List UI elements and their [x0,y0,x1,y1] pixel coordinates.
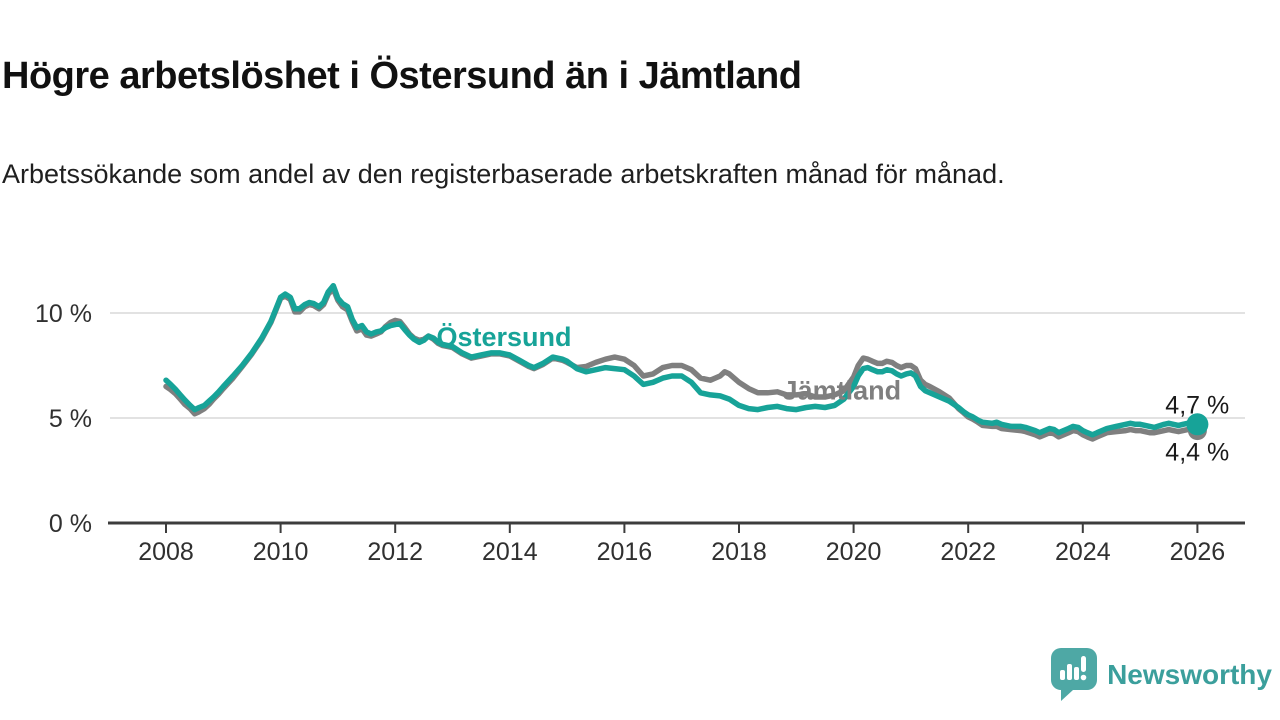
line-jämtland [163,286,1201,442]
x-tick-label: 2014 [482,538,538,566]
ostersund-value-label: 4,7 % [1165,391,1229,419]
ostersund-series-label: Östersund [436,322,571,352]
x-tick-label: 2020 [826,538,882,566]
chart-subtitle: Arbetssökande som andel av den registerb… [2,159,1005,189]
y-tick-label: 0 % [49,510,92,538]
x-tick-label: 2008 [138,538,194,566]
chart-title: Högre arbetslöshet i Östersund än i Jämt… [2,55,802,98]
newsworthy-branding: Newsworthy [1051,648,1272,702]
x-tick-label: 2022 [940,538,996,566]
brand-name: Newsworthy [1107,659,1272,690]
y-tick-label: 10 % [35,300,92,328]
x-tick-label: 2016 [597,538,653,566]
x-tick-label: 2018 [711,538,767,566]
logo-bar-1 [1060,670,1066,680]
logo-bar-2 [1067,664,1073,680]
x-tick-label: 2026 [1170,538,1226,566]
x-tick-label: 2010 [253,538,309,566]
newsworthy-logo-icon [1051,648,1098,701]
jamtland-value-label: 4,4 % [1165,439,1229,467]
logo-exclamation-bar [1081,656,1087,672]
end-dot-östersund [1186,413,1209,436]
line-östersund [163,282,1201,438]
y-tick-label: 5 % [49,405,92,433]
jamtland-series-label: Jämtland [783,375,902,405]
logo-exclamation-dot [1080,674,1087,681]
x-tick-label: 2024 [1055,538,1111,566]
logo-bar-3 [1074,667,1080,680]
x-tick-label: 2012 [367,538,423,566]
